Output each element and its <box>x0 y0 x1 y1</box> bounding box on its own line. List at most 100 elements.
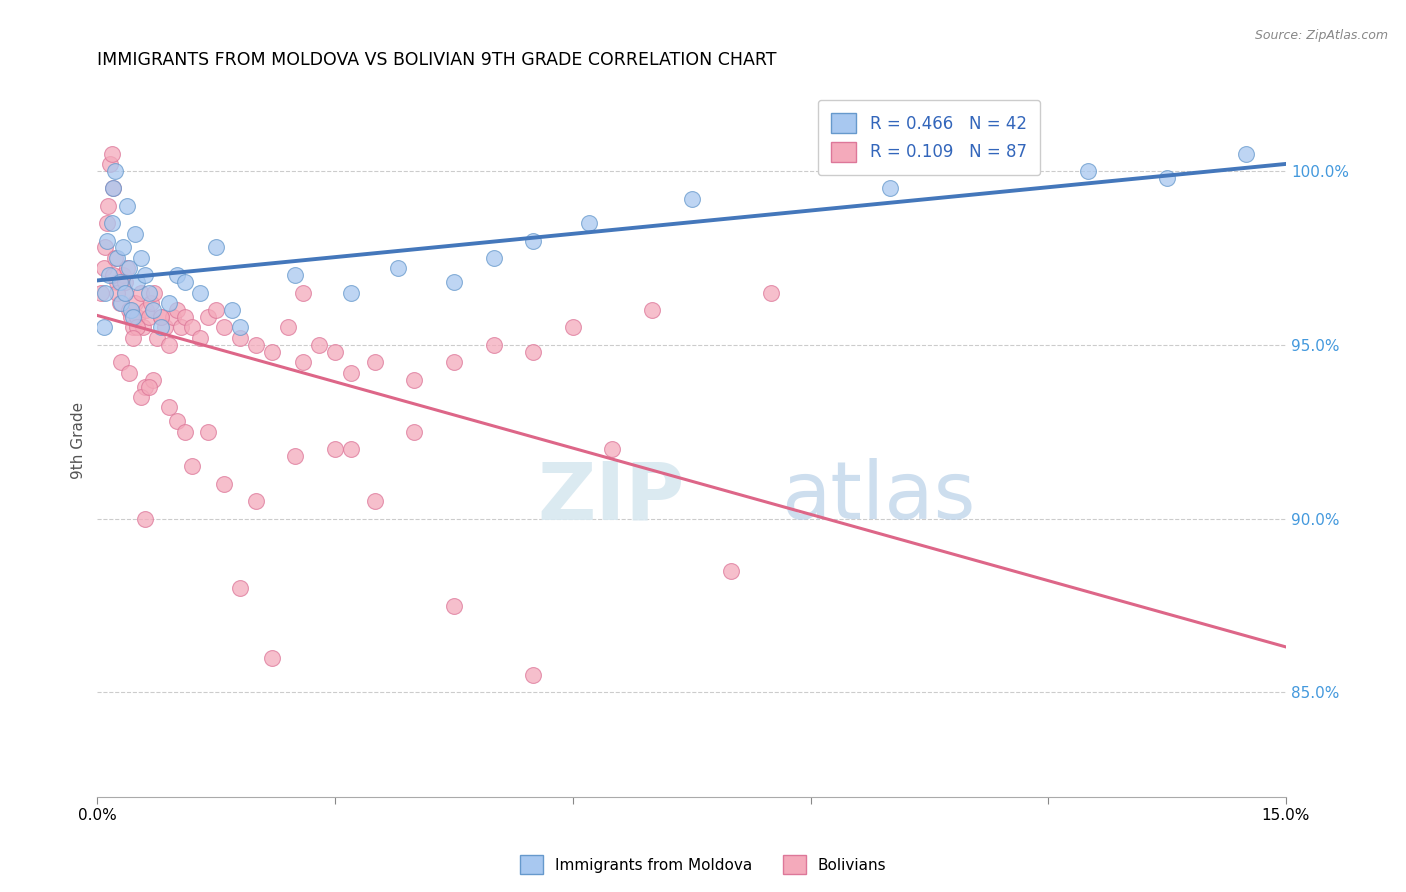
Point <box>482 338 505 352</box>
Point <box>149 310 172 324</box>
Point <box>125 275 148 289</box>
Point <box>93 320 115 334</box>
Point <box>229 320 252 334</box>
Legend: R = 0.466   N = 42, R = 0.109   N = 87: R = 0.466 N = 42, R = 0.109 N = 87 <box>818 100 1040 175</box>
Point <box>197 425 219 439</box>
Point <box>153 320 176 334</box>
Point <box>443 355 465 369</box>
Point <box>129 390 152 404</box>
Point <box>114 285 136 300</box>
Point <box>284 449 307 463</box>
Point <box>125 310 148 324</box>
Point <box>1077 164 1099 178</box>
Point <box>108 275 131 289</box>
Point <box>97 199 120 213</box>
Point <box>363 355 385 369</box>
Point <box>443 275 465 289</box>
Point <box>197 310 219 324</box>
Point <box>166 414 188 428</box>
Point <box>149 320 172 334</box>
Point <box>1156 171 1178 186</box>
Point <box>114 285 136 300</box>
Point <box>103 268 125 283</box>
Point <box>96 216 118 230</box>
Point <box>387 261 409 276</box>
Point <box>134 379 156 393</box>
Point <box>561 320 583 334</box>
Point <box>122 320 145 334</box>
Point <box>173 275 195 289</box>
Point <box>98 268 121 283</box>
Point <box>221 303 243 318</box>
Point <box>96 234 118 248</box>
Point <box>105 285 128 300</box>
Point <box>404 373 426 387</box>
Point <box>190 285 212 300</box>
Point <box>190 331 212 345</box>
Point <box>124 296 146 310</box>
Point <box>260 650 283 665</box>
Point <box>103 181 125 195</box>
Point <box>879 181 901 195</box>
Point <box>212 476 235 491</box>
Point <box>100 216 122 230</box>
Point <box>141 296 163 310</box>
Point <box>120 303 142 318</box>
Point <box>90 285 112 300</box>
Point <box>149 310 172 324</box>
Point <box>93 261 115 276</box>
Point <box>142 303 165 318</box>
Point <box>340 285 363 300</box>
Point <box>443 599 465 613</box>
Point <box>104 251 127 265</box>
Point <box>111 240 134 254</box>
Point <box>720 564 742 578</box>
Point <box>363 494 385 508</box>
Point <box>138 310 160 324</box>
Point <box>482 251 505 265</box>
Point <box>120 310 142 324</box>
Point <box>641 303 664 318</box>
Text: Source: ZipAtlas.com: Source: ZipAtlas.com <box>1254 29 1388 42</box>
Text: IMMIGRANTS FROM MOLDOVA VS BOLIVIAN 9TH GRADE CORRELATION CHART: IMMIGRANTS FROM MOLDOVA VS BOLIVIAN 9TH … <box>97 51 778 69</box>
Point <box>181 320 204 334</box>
Point <box>134 511 156 525</box>
Point <box>260 344 283 359</box>
Point <box>181 459 204 474</box>
Point <box>104 164 127 178</box>
Point <box>100 146 122 161</box>
Point <box>1234 146 1257 161</box>
Point <box>118 303 141 318</box>
Point <box>118 261 141 276</box>
Point <box>602 442 624 456</box>
Point <box>122 310 145 324</box>
Point <box>103 181 125 195</box>
Text: atlas: atlas <box>780 458 976 536</box>
Point <box>138 379 160 393</box>
Point <box>98 157 121 171</box>
Point <box>229 331 252 345</box>
Point <box>142 373 165 387</box>
Legend: Immigrants from Moldova, Bolivians: Immigrants from Moldova, Bolivians <box>513 849 893 880</box>
Point <box>157 296 180 310</box>
Point <box>212 320 235 334</box>
Point <box>108 296 131 310</box>
Point <box>292 355 315 369</box>
Point <box>110 355 132 369</box>
Point <box>205 303 228 318</box>
Point <box>173 425 195 439</box>
Point <box>122 331 145 345</box>
Point <box>323 442 346 456</box>
Point <box>173 310 195 324</box>
Point <box>129 285 152 300</box>
Point <box>245 338 267 352</box>
Point <box>117 261 139 276</box>
Point <box>522 234 544 248</box>
Point <box>166 303 188 318</box>
Point <box>110 296 132 310</box>
Point <box>129 251 152 265</box>
Point <box>284 268 307 283</box>
Point <box>105 251 128 265</box>
Point <box>681 192 703 206</box>
Point <box>522 344 544 359</box>
